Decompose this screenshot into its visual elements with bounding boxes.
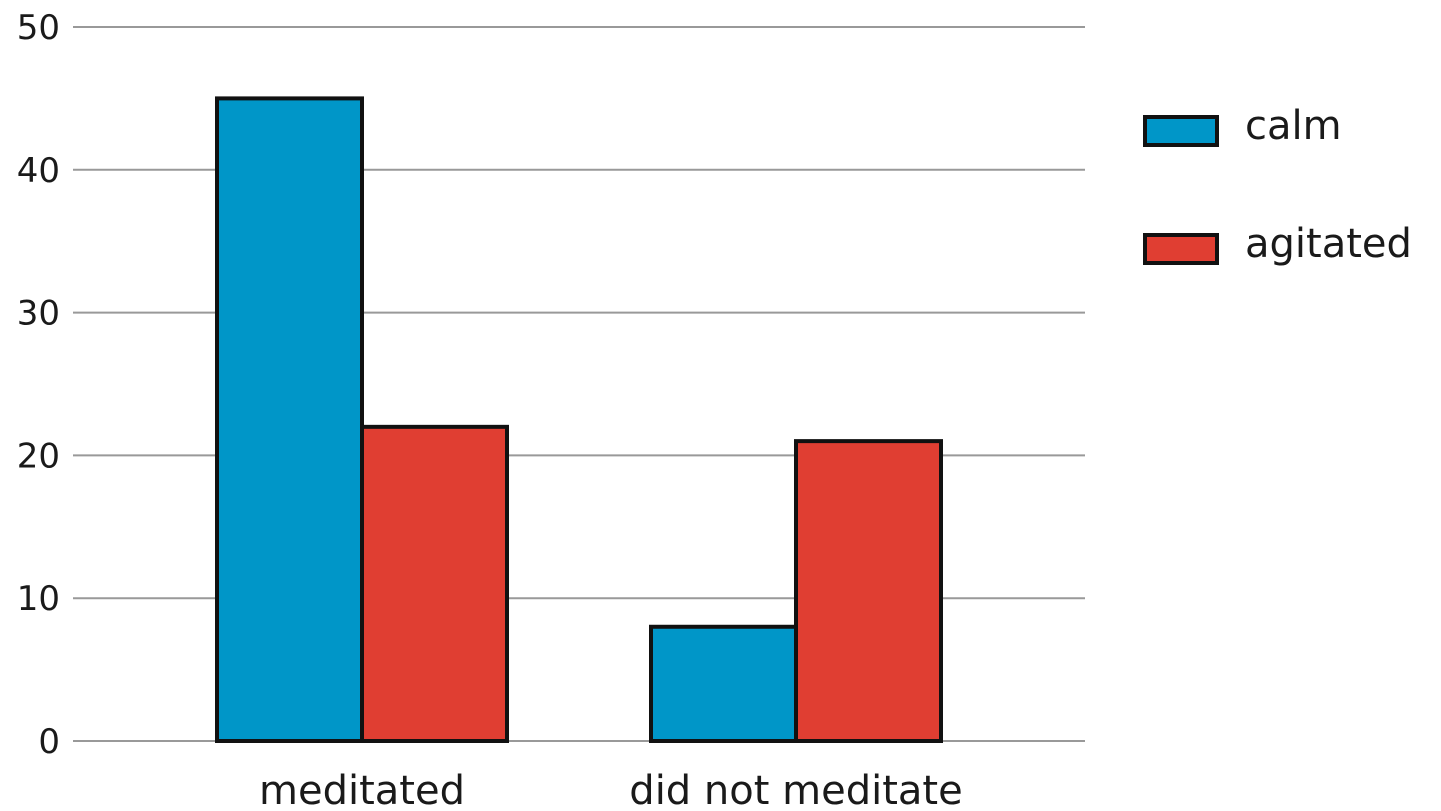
y-axis-ticks: 0 10 20 30 40 50 bbox=[17, 8, 60, 762]
x-tick-label: did not meditate bbox=[629, 768, 962, 807]
y-tick-label: 0 bbox=[38, 722, 60, 762]
bar-calm-did-not-meditate bbox=[649, 624, 798, 744]
legend-label-calm: calm bbox=[1245, 103, 1342, 149]
bar-agitated-meditated bbox=[360, 424, 509, 743]
y-tick-label: 30 bbox=[17, 294, 60, 334]
legend-swatch-agitated bbox=[1143, 233, 1219, 265]
x-axis-labels: meditated did not meditate bbox=[259, 768, 963, 811]
legend-swatch-calm bbox=[1143, 115, 1219, 147]
bar-calm-meditated bbox=[215, 96, 364, 743]
y-tick-label: 40 bbox=[17, 151, 60, 191]
y-tick-label: 10 bbox=[17, 579, 60, 619]
x-tick-label: meditated bbox=[259, 768, 465, 807]
legend: calm agitated bbox=[1143, 103, 1412, 267]
y-tick-label: 50 bbox=[17, 8, 60, 48]
bar-agitated-did-not-meditate bbox=[794, 439, 943, 743]
y-tick-label: 20 bbox=[17, 436, 60, 476]
bars bbox=[215, 96, 943, 744]
legend-label-agitated: agitated bbox=[1245, 221, 1412, 267]
